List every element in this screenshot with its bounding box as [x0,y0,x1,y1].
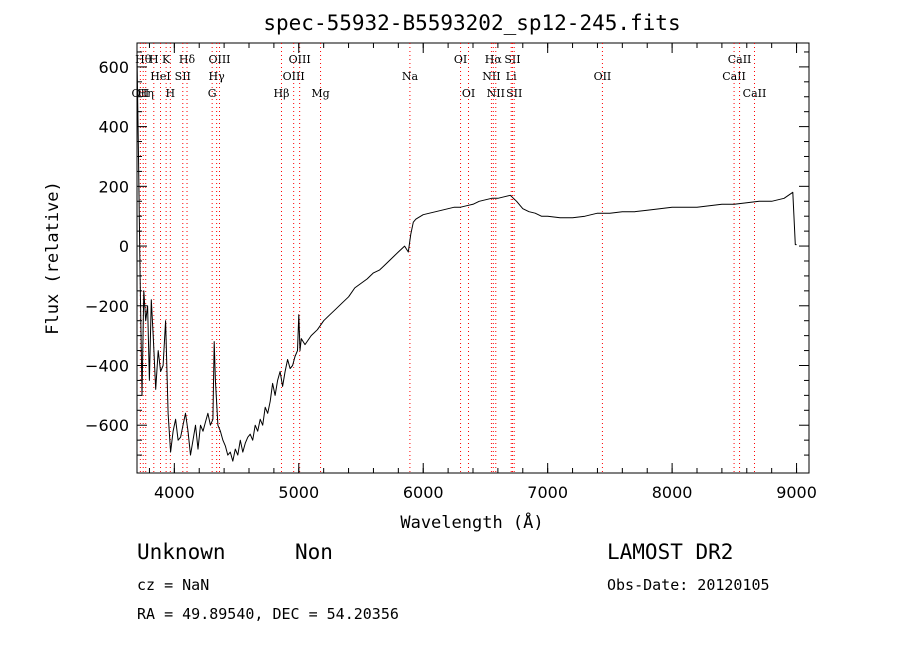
spectrum-line [136,54,797,462]
line-marker-label: SII [506,87,522,100]
axis-tick-layer: 4000 5000 6000 7000 8000 9000 −600 −400 −200 0 200… [85,43,817,502]
y-axis-label: Flux (relative) [43,181,63,335]
y-tick-label: −200 [85,297,129,316]
line-marker-label: Hθ [135,53,152,66]
y-tick-label: 600 [98,58,129,77]
y-tick-label: −600 [85,416,129,435]
line-marker-label: H [149,53,159,66]
x-axis-label: Wavelength (Å) [400,511,543,533]
obs-date: Obs-Date: 20120105 [607,576,770,594]
line-marker-label: Hη [138,87,154,100]
line-marker-label: K [162,53,171,66]
subclass-label: Non [295,540,333,564]
line-marker-label: Hβ [274,87,290,100]
line-marker-label: CaII [743,87,767,100]
line-marker-label: CaII [722,70,746,83]
line-marker-label: CaII [728,53,752,66]
x-tick-label: 6000 [403,483,444,502]
x-tick-label: 9000 [776,483,817,502]
line-marker-label: Mg [311,87,329,100]
y-tick-label: 200 [98,177,129,196]
line-marker-label: OIII [208,53,230,66]
plot-frame [136,42,810,474]
line-marker-label: Hδ [179,53,196,66]
x-tick-label: 8000 [652,483,693,502]
line-marker-label: NII [482,70,500,83]
y-tick-label: −400 [85,357,129,376]
series-layer [136,54,797,462]
x-tick-label: 4000 [154,483,195,502]
line-marker-label: SII [504,53,520,66]
line-marker-label: OIII [283,70,305,83]
x-tick-label: 5000 [278,483,319,502]
x-tick-label: 7000 [527,483,568,502]
line-marker-label: OII [132,87,150,100]
cz-value: cz = NaN [137,576,210,594]
chart-title: spec-55932-B5593202_sp12-245.fits [263,11,680,35]
line-marker-label: Li [506,70,517,83]
line-marker-label: Na [402,70,419,83]
line-marker-label: OI [462,87,475,100]
y-tick-label: 400 [98,118,129,137]
survey-label: LAMOST DR2 [607,540,734,564]
coordinates: RA = 49.89540, DEC = 54.20356 [137,605,399,623]
line-marker-label: H [166,87,176,100]
line-marker-layer: OIIHθHηHHeIKHSIIHδGHγOIIIHβOIIIOIIIMgNaO… [132,43,767,473]
line-marker-label: Hα [485,53,503,66]
line-marker-label: Hγ [209,70,226,83]
class-label: Unknown [137,540,226,564]
line-marker-label: G [208,87,217,100]
line-marker-label: OI [454,53,467,66]
line-marker-label: SII [175,70,191,83]
line-marker-label: OII [594,70,612,83]
y-tick-label: 0 [119,237,129,256]
line-marker-label: HeI [150,70,170,83]
line-marker-label: NII [487,87,505,100]
line-marker-label: OIII [289,53,311,66]
